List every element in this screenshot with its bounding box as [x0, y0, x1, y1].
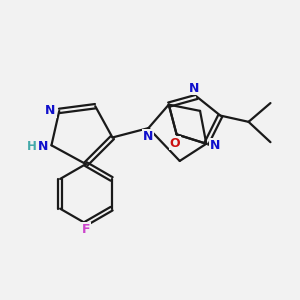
Text: O: O	[170, 136, 180, 150]
Text: F: F	[82, 223, 90, 236]
Text: N: N	[210, 139, 220, 152]
Text: N: N	[189, 82, 199, 94]
Text: N: N	[45, 104, 56, 117]
Text: H: H	[27, 140, 37, 153]
Text: N: N	[38, 140, 48, 153]
Text: N: N	[142, 130, 153, 143]
